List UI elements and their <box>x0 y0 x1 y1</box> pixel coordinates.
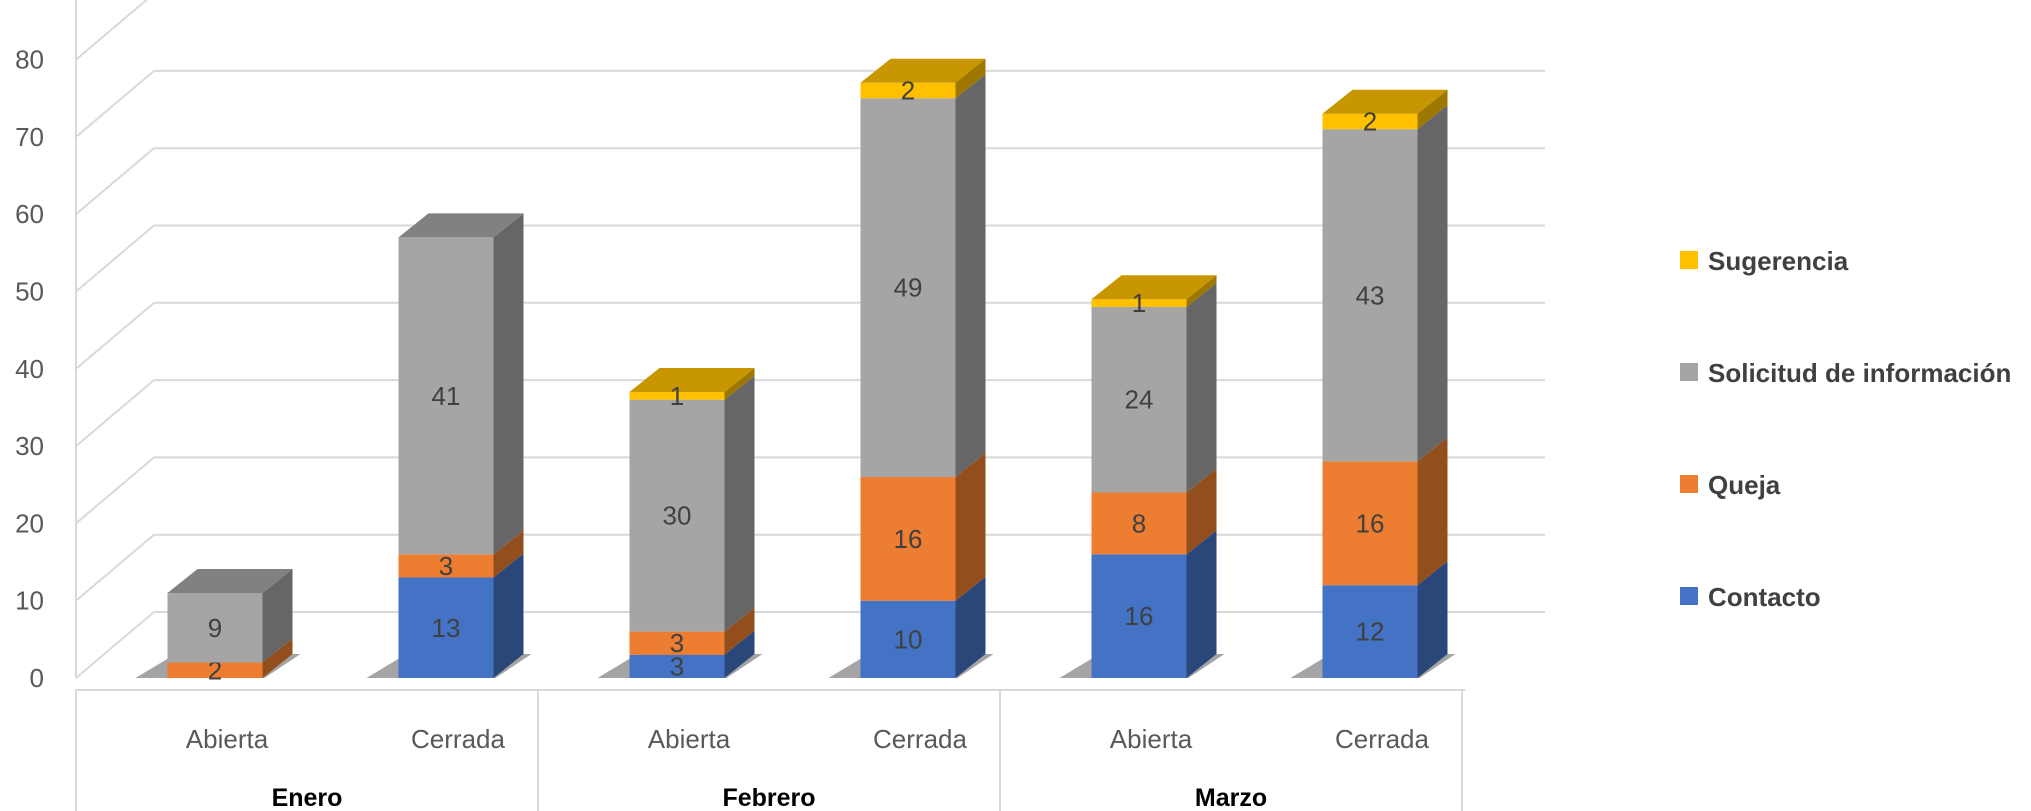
data-label: 49 <box>894 273 923 303</box>
data-label: 3 <box>439 551 453 581</box>
legend-item: Solicitud de información <box>1680 358 2011 388</box>
legend-label: Queja <box>1708 470 1781 500</box>
legend-label: Contacto <box>1708 582 1821 612</box>
data-label: 1 <box>670 381 684 411</box>
bar-segment-contacto: 12 <box>1322 561 1448 678</box>
gridline-diagonal <box>75 611 155 679</box>
bar-segment-queja: 16 <box>860 453 986 601</box>
bar-segment-solicitud-de-informaci-n: 24 <box>1091 282 1217 493</box>
y-tick-label: 20 <box>15 508 44 538</box>
gridline-diagonal <box>75 456 155 525</box>
bar-segment-queja: 3 <box>629 607 755 658</box>
bar-segment-contacto: 16 <box>1091 530 1217 678</box>
y-axis-ticks: 0 10 20 30 40 50 60 70 80 <box>15 45 44 693</box>
legend-swatch <box>1680 251 1698 269</box>
bar-segment-queja: 2 <box>167 638 293 685</box>
data-label: 24 <box>1125 385 1154 415</box>
data-label: 13 <box>432 613 461 643</box>
legend-label: Sugerencia <box>1708 246 1849 276</box>
group-label: Enero <box>272 784 343 811</box>
data-label: 2 <box>1363 106 1377 136</box>
data-label: 3 <box>670 651 684 681</box>
legend-item: Queja <box>1680 470 1781 500</box>
bar-segment-queja: 8 <box>1091 468 1217 555</box>
bar-segment-sugerencia: 1 <box>629 367 755 411</box>
gridline-diagonal <box>75 302 155 370</box>
gridline-diagonal <box>75 70 155 138</box>
group-label: Marzo <box>1195 784 1267 811</box>
data-label: 41 <box>432 381 461 411</box>
legend-label: Solicitud de información <box>1708 358 2011 388</box>
bar-segment-solicitud-de-informaci-n: 43 <box>1322 105 1448 462</box>
data-label: 3 <box>670 628 684 658</box>
category-label: Cerrada <box>411 724 505 754</box>
legend-swatch <box>1680 587 1698 605</box>
bar-segment-queja: 3 <box>398 530 524 581</box>
y-tick-label: 30 <box>15 431 44 461</box>
data-label: 16 <box>1125 601 1154 631</box>
gridline-diagonal <box>75 0 148 61</box>
bar-segment-sugerencia: 1 <box>1091 275 1217 318</box>
legend-item: Sugerencia <box>1680 246 1849 276</box>
bar-segment-queja: 16 <box>1322 437 1448 586</box>
y-tick-label: 60 <box>15 199 44 229</box>
gridline-diagonal <box>75 533 155 602</box>
category-label: Abierta <box>186 724 269 754</box>
data-label: 9 <box>208 613 222 643</box>
bar-segment-contacto: 3 <box>629 630 755 681</box>
data-label: 10 <box>894 624 923 654</box>
group-label: Febrero <box>722 784 815 811</box>
bar-segment-sugerencia: 2 <box>1322 89 1448 136</box>
bar-segment-solicitud-de-informaci-n: 9 <box>167 568 293 663</box>
x-axis: Abierta Cerrada Abierta Cerrada Abierta Cerra… <box>75 689 1465 811</box>
y-tick-label: 10 <box>15 586 44 616</box>
bar-segment-contacto: 13 <box>398 553 524 678</box>
legend: Sugerencia Solicitud de información Queja C… <box>1680 246 2011 612</box>
legend-swatch <box>1680 363 1698 381</box>
data-label: 12 <box>1356 617 1385 647</box>
data-label: 30 <box>663 501 692 531</box>
y-tick-label: 80 <box>15 45 44 75</box>
gridline-diagonal <box>75 224 155 293</box>
bar-segment-solicitud-de-informaci-n: 49 <box>860 74 986 478</box>
bar-segment-solicitud-de-informaci-n: 41 <box>398 213 524 555</box>
y-tick-label: 40 <box>15 354 44 384</box>
y-tick-label: 70 <box>15 122 44 152</box>
y-tick-label: 50 <box>15 277 44 307</box>
data-label: 16 <box>1356 508 1385 538</box>
gridlines <box>75 0 1545 679</box>
bar-segment-sugerencia: 2 <box>860 58 986 106</box>
data-label: 2 <box>208 655 222 685</box>
bar-segment-contacto: 10 <box>860 576 986 678</box>
bar-segment-solicitud-de-informaci-n: 30 <box>629 375 755 632</box>
category-label: Abierta <box>648 724 731 754</box>
gridline-diagonal <box>75 147 155 215</box>
category-label: Cerrada <box>1335 724 1429 754</box>
legend-swatch <box>1680 475 1698 493</box>
data-label: 8 <box>1132 508 1146 538</box>
gridline-diagonal <box>75 379 155 447</box>
category-label: Cerrada <box>873 724 967 754</box>
y-tick-label: 0 <box>30 663 44 693</box>
data-label: 16 <box>894 524 923 554</box>
category-label: Abierta <box>1110 724 1193 754</box>
data-label: 2 <box>901 76 915 106</box>
data-label: 43 <box>1356 280 1385 310</box>
data-label: 1 <box>1132 288 1146 318</box>
legend-item: Contacto <box>1680 582 1821 612</box>
